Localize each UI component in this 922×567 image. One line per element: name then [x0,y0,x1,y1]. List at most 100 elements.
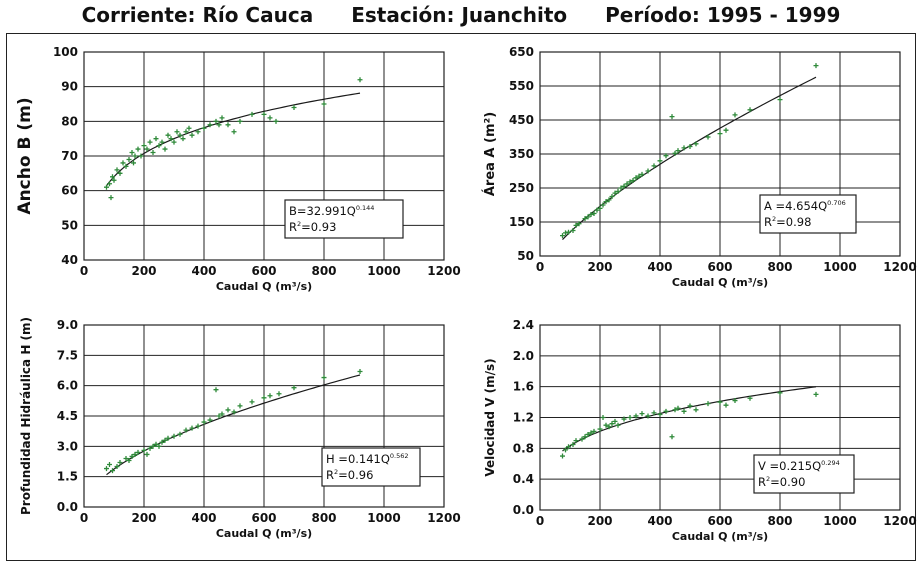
data-point [165,435,171,441]
data-point [630,178,636,184]
data-point [267,115,273,121]
data-point [177,431,183,437]
y-tick-label: 100 [53,45,78,59]
x-tick-label: 400 [191,264,216,278]
x-tick-label: 1200 [883,514,916,528]
y-tick-label: 650 [509,45,534,59]
data-point [570,441,576,447]
data-point [114,167,120,173]
chart-title: Corriente: Río Cauca Estación: Juanchito… [0,3,922,33]
equation-box [321,447,421,487]
data-point [600,202,606,208]
data-point [663,408,669,414]
data-point [651,410,657,416]
data-point [627,415,633,420]
y-tick-label: 1.5 [57,470,78,484]
x-tick-label: 200 [131,511,156,525]
r2-text: R2=0.93 [289,220,336,234]
data-point [141,143,147,149]
r2-text: R2=0.90 [758,475,805,489]
y-tick-label: 450 [509,113,534,127]
data-point [159,439,165,445]
data-point [132,451,138,457]
data-point [813,63,819,69]
x-axis-label: Caudal Q (m³/s) [672,530,768,543]
equation-box [759,194,857,234]
chart-panel-2: 0 200 400 600 800 1000 1200 50 150 250 350 450 550 65… [482,45,917,289]
data-point [579,436,585,442]
data-point [813,391,819,397]
data-point [249,399,255,405]
equation-text: H =0.141Q0.562 [326,452,409,466]
equation-box [753,454,855,494]
data-point [104,466,109,472]
y-tick-label: 80 [61,114,78,128]
data-point [321,375,327,381]
x-tick-label: 200 [587,514,612,528]
y-tick-label: 1.2 [513,411,534,425]
data-point [612,418,618,424]
data-point [159,139,165,145]
data-point [117,460,123,466]
data-point [126,156,132,162]
x-tick-label: 400 [191,511,216,525]
data-point [693,141,699,147]
data-point [597,205,603,211]
data-point [267,393,273,399]
data-point [189,425,195,431]
x-tick-label: 600 [707,514,732,528]
x-tick-label: 800 [767,514,792,528]
data-point [213,118,219,124]
data-point [225,407,231,413]
data-point [126,457,132,463]
data-point [594,207,600,213]
y-tick-label: 0.0 [57,500,78,514]
data-point [104,184,109,190]
y-tick-label: 0.0 [513,503,534,517]
data-point [189,132,195,138]
y-tick-label: 250 [509,181,534,195]
figure-frame [6,33,916,561]
data-point [669,114,675,120]
stream-label: Corriente: Río Cauca [81,3,314,27]
data-point [357,369,363,375]
x-tick-label: 1200 [427,511,460,525]
data-point [618,185,624,191]
data-point [621,183,627,189]
x-tick-label: 1000 [367,264,400,278]
data-point [633,413,639,419]
data-point [588,430,594,436]
data-point [183,129,189,135]
y-tick-label: 40 [61,253,78,267]
x-tick-label: 400 [647,260,672,274]
data-point [566,229,571,235]
data-point [582,434,588,440]
data-point [717,131,723,137]
data-point [171,433,177,439]
x-tick-label: 1000 [823,260,856,274]
data-point [147,139,153,145]
data-point [573,222,579,228]
data-point [273,118,279,124]
data-point [216,122,222,128]
x-tick-label: 800 [311,264,336,278]
x-tick-label: 0 [80,511,88,525]
data-point [135,449,141,455]
data-point [603,422,609,428]
x-tick-label: 400 [647,514,672,528]
data-point [165,132,171,138]
data-point [669,434,675,440]
x-tick-label: 600 [251,511,276,525]
data-point [777,97,783,103]
y-axis-label: Área A (m²) [482,112,498,196]
data-point [606,197,612,203]
y-tick-label: 150 [509,215,534,229]
data-point [213,387,219,393]
data-point [651,163,657,169]
y-tick-label: 9.0 [57,318,78,332]
data-point [147,445,153,451]
equation-box [284,199,404,239]
data-point [216,413,222,419]
chart-panel-1: 0 200 400 600 800 1000 1200 40 50 60 70 80 90 100 Caud… [15,45,461,293]
